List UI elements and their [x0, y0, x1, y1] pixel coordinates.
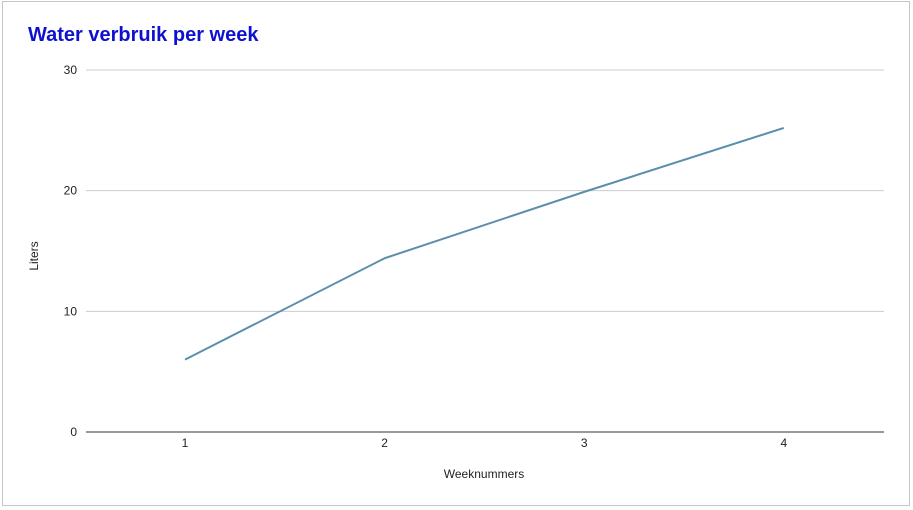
x-tick-label: 4 [780, 436, 787, 450]
series-group [184, 126, 785, 361]
x-axis-label: Weeknummers [444, 467, 524, 481]
series-line [184, 126, 785, 361]
gridlines [86, 69, 884, 312]
y-tick-label: 20 [64, 184, 78, 198]
x-tick-label: 3 [581, 436, 588, 450]
x-tick-label: 2 [381, 436, 388, 450]
y-tick-label: 10 [64, 304, 78, 318]
x-tick-label: 1 [182, 436, 189, 450]
y-tick-label: 30 [64, 63, 78, 77]
y-tick-labels: 0 10 20 30 [64, 63, 78, 439]
y-tick-label: 0 [70, 425, 77, 439]
y-axis-label: Liters [27, 241, 41, 270]
x-tick-labels: 1 2 3 4 [182, 436, 788, 450]
chart-title: Water verbruik per week [28, 24, 259, 46]
